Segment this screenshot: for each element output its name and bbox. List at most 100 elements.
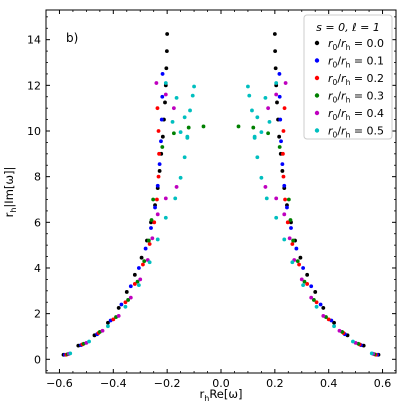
data-point	[156, 129, 161, 133]
data-point	[152, 220, 157, 225]
data-point	[157, 151, 161, 156]
y-tick-label: 6	[34, 216, 41, 229]
data-point	[274, 92, 279, 97]
data-point	[274, 215, 279, 220]
data-point	[123, 300, 128, 305]
y-axis: 0 2 4 6 8 10 12 14	[27, 16, 396, 372]
x-tick-label: −0.6	[46, 377, 73, 390]
data-point	[246, 84, 250, 89]
data-point	[277, 94, 282, 99]
data-point	[302, 279, 307, 284]
data-point	[178, 175, 183, 180]
data-point	[282, 212, 287, 217]
y-tick-label: 0	[34, 353, 41, 366]
data-point	[163, 81, 168, 85]
data-point	[332, 324, 336, 329]
x-tick-label: −0.4	[100, 377, 127, 390]
data-point	[132, 272, 137, 277]
data-point	[332, 320, 336, 325]
data-point	[139, 255, 144, 260]
data-point	[157, 162, 162, 167]
data-point	[264, 196, 269, 201]
data-point	[136, 266, 141, 270]
legend-label: r0/rh = 0.5	[328, 125, 384, 140]
legend-label: r0/rh = 0.3	[328, 90, 384, 105]
data-point	[297, 262, 301, 267]
x-tick-label: 0.0	[212, 377, 230, 390]
data-point	[326, 317, 331, 322]
data-point	[285, 220, 290, 225]
data-point	[274, 196, 279, 201]
data-point	[157, 169, 162, 173]
data-point	[275, 100, 279, 105]
data-point	[155, 106, 160, 111]
data-point	[288, 218, 293, 222]
legend: s = 0, ℓ = 1 r0/rh = 0.0 r0/rh = 0.1 r0/rh…	[303, 14, 393, 140]
data-point	[351, 339, 355, 344]
data-point	[182, 115, 187, 120]
data-point	[87, 339, 91, 344]
data-point	[313, 290, 318, 294]
data-point	[126, 298, 131, 302]
data-point	[299, 277, 304, 282]
data-point	[174, 95, 179, 100]
x-tick-label: 0.2	[266, 377, 284, 390]
data-point	[277, 134, 282, 139]
data-point	[160, 145, 165, 149]
data-point	[259, 175, 264, 180]
data-point	[301, 283, 306, 288]
data-point	[178, 130, 183, 135]
data-point	[314, 304, 319, 309]
data-point	[163, 215, 168, 220]
data-point	[111, 317, 116, 322]
data-point	[281, 174, 286, 179]
y-tick-label: 10	[27, 125, 41, 138]
data-point	[68, 351, 73, 356]
data-point	[135, 279, 140, 284]
data-point	[273, 66, 278, 71]
data-point	[160, 134, 165, 139]
data-point	[119, 302, 124, 307]
data-point	[286, 197, 291, 202]
y-tick-label: 12	[27, 79, 41, 92]
data-point	[159, 117, 164, 122]
data-point	[250, 108, 254, 113]
data-point	[150, 236, 155, 241]
data-point	[147, 242, 152, 246]
data-point	[142, 259, 147, 264]
legend-label: r0/rh = 0.1	[328, 55, 384, 70]
data-point	[289, 226, 293, 230]
data-point	[201, 124, 206, 129]
points-layer	[61, 32, 381, 357]
data-point	[186, 125, 191, 130]
data-point	[273, 49, 278, 53]
data-point	[369, 351, 374, 356]
data-point	[266, 106, 271, 111]
data-point	[149, 218, 154, 222]
data-point	[259, 130, 264, 135]
data-point	[301, 266, 306, 270]
data-point	[309, 295, 314, 300]
data-point	[160, 72, 165, 76]
data-point	[236, 124, 241, 129]
data-point	[190, 93, 195, 98]
data-point	[171, 131, 176, 136]
data-point	[124, 290, 129, 294]
legend-box	[303, 14, 393, 140]
series-3	[65, 124, 377, 357]
data-point	[159, 139, 163, 144]
data-point	[182, 155, 187, 160]
data-point	[151, 197, 156, 202]
data-point	[318, 302, 323, 307]
x-tick-label: 0.4	[320, 377, 338, 390]
data-point	[255, 115, 260, 120]
data-point	[132, 282, 137, 286]
data-point	[149, 226, 153, 230]
data-point	[106, 320, 110, 325]
data-point	[281, 151, 285, 156]
legend-marker	[314, 75, 320, 81]
data-point	[154, 81, 159, 85]
data-point	[106, 324, 110, 329]
data-point	[128, 295, 133, 300]
data-point	[298, 255, 303, 260]
